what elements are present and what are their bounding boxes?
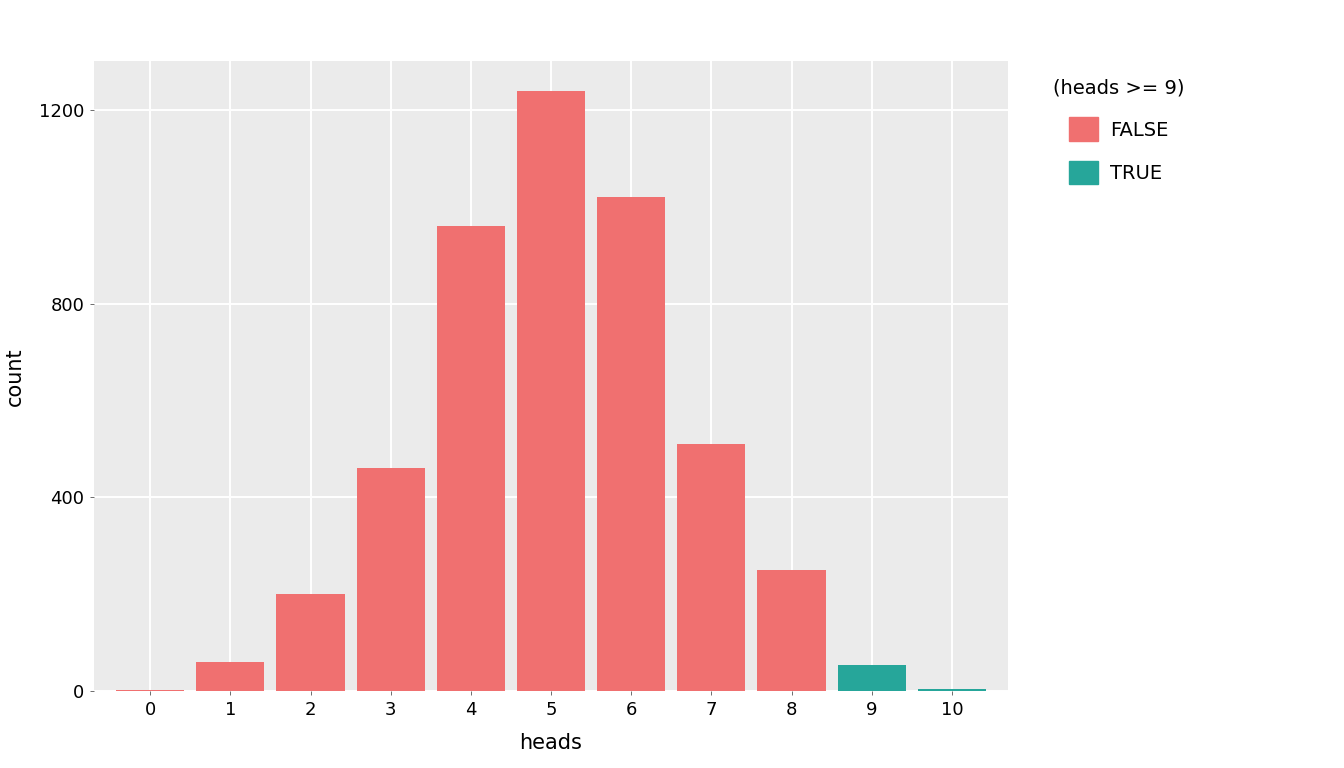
Bar: [196, 662, 265, 691]
Bar: [597, 197, 665, 691]
Bar: [437, 226, 505, 691]
X-axis label: heads: heads: [520, 733, 582, 753]
Bar: [517, 91, 585, 691]
Bar: [758, 570, 825, 691]
Bar: [918, 689, 986, 691]
Bar: [277, 594, 344, 691]
Bar: [837, 664, 906, 691]
Legend: FALSE, TRUE: FALSE, TRUE: [1046, 71, 1192, 192]
Bar: [116, 690, 184, 691]
Bar: [677, 444, 746, 691]
Bar: [356, 468, 425, 691]
Y-axis label: count: count: [5, 347, 26, 406]
